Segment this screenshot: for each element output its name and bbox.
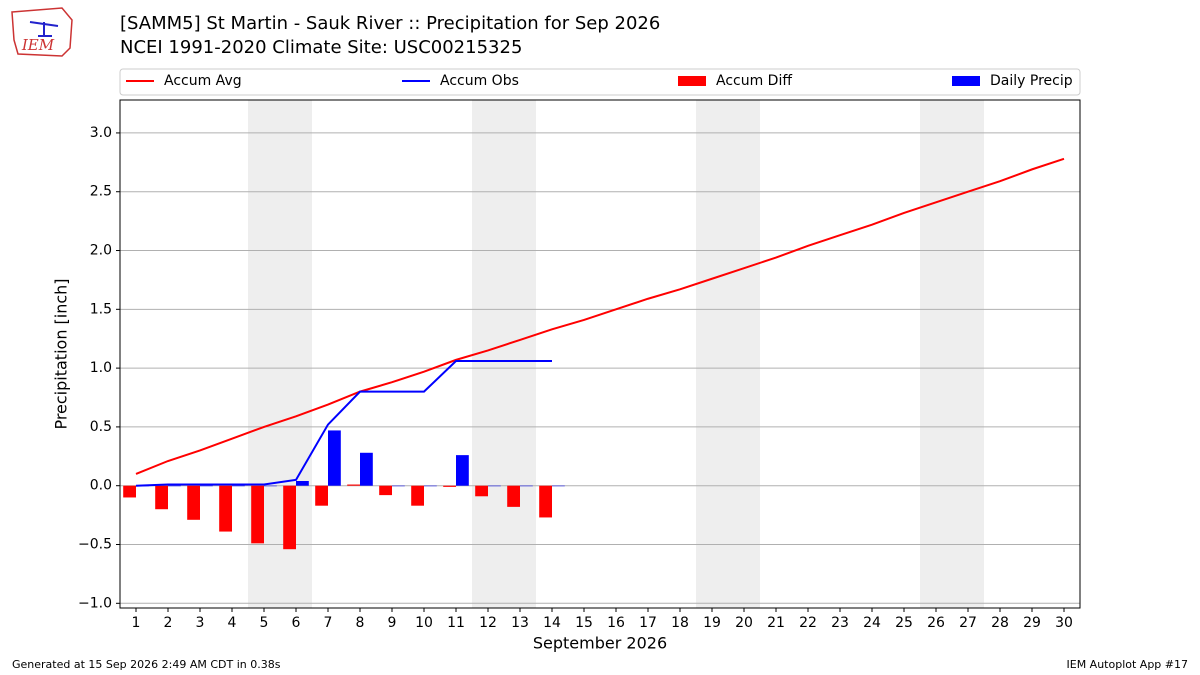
logo-text: IEM [21,36,55,54]
logo-icon [29,21,59,37]
bar [200,485,213,487]
bar [539,485,552,518]
bar [264,485,277,487]
bar [488,485,501,487]
bar [315,485,328,506]
x-tick-label: 1 [132,615,141,631]
x-tick-label: 17 [639,615,657,631]
bar [520,485,533,487]
x-tick-label: 5 [260,615,269,631]
x-tick-label: 14 [543,615,561,631]
bar [251,485,264,544]
y-tick-label: 1.0 [90,360,112,376]
bar [552,485,565,487]
x-tick-label: 2 [164,615,173,631]
bar [475,485,488,497]
legend-label: Accum Diff [716,73,792,89]
legend-swatch [678,76,706,86]
y-tick-label: 3.0 [90,125,112,141]
bar [379,485,392,496]
x-tick-label: 21 [767,615,785,631]
x-axis-label: September 2026 [533,634,667,653]
legend-label: Accum Avg [164,73,242,89]
x-tick-label: 23 [831,615,849,631]
x-tick-label: 20 [735,615,753,631]
legend-box [119,68,1081,96]
x-tick-label: 7 [324,615,333,631]
plot-frame [119,99,1081,609]
y-tick-label: 2.5 [90,184,112,200]
x-tick-label: 18 [671,615,689,631]
bar [507,485,520,507]
x-tick-label: 12 [479,615,497,631]
x-tick-label: 9 [388,615,397,631]
weekend-shading [472,100,536,608]
x-tick-label: 11 [447,615,465,631]
logo-outline [11,7,73,57]
x-tick-label: 26 [927,615,945,631]
chart-title: [SAMM5] St Martin - Sauk River :: Precip… [120,13,660,34]
x-tick-label: 24 [863,615,881,631]
x-tick-label: 13 [511,615,529,631]
x-tick-label: 3 [196,615,205,631]
x-tick-label: 4 [228,615,237,631]
y-tick-label: 0.5 [90,419,112,435]
chart-subtitle: NCEI 1991-2020 Climate Site: USC00215325 [120,37,522,58]
footer-right: IEM Autoplot App #17 [1067,658,1189,671]
bar [360,452,373,486]
weekend-shading [696,100,760,608]
line [135,157,1065,475]
bar [424,485,437,487]
x-tick-label: 29 [1023,615,1041,631]
x-tick-label: 10 [415,615,433,631]
bar [187,485,200,520]
x-tick-label: 30 [1055,615,1073,631]
bar [411,485,424,506]
line [135,360,552,487]
x-tick-label: 16 [607,615,625,631]
x-tick-label: 8 [356,615,365,631]
x-tick-label: 22 [799,615,817,631]
legend-swatch [952,76,980,86]
footer-left: Generated at 15 Sep 2026 2:49 AM CDT in … [12,658,281,671]
y-tick-label: 1.5 [90,301,112,317]
bar [328,430,341,486]
bar [392,485,405,487]
bar [456,455,469,486]
legend-label: Daily Precip [990,73,1073,89]
legend-label: Accum Obs [440,73,519,89]
y-tick-label: −1.0 [78,595,112,611]
bar [232,485,245,487]
x-tick-label: 28 [991,615,1009,631]
bar [155,485,168,510]
weekend-shading [920,100,984,608]
bar [123,485,136,498]
bar [347,484,360,486]
x-tick-label: 25 [895,615,913,631]
y-tick-label: −0.5 [78,537,112,553]
logo: IEM [11,7,73,57]
bar [443,485,456,487]
bar [296,481,309,486]
y-tick-label: 2.0 [90,243,112,259]
x-tick-label: 6 [292,615,301,631]
bar [283,485,296,550]
x-tick-label: 19 [703,615,721,631]
y-tick-label: 0.0 [90,478,112,494]
y-axis-label: Precipitation [inch] [52,278,71,429]
bar [168,485,181,487]
x-tick-label: 27 [959,615,977,631]
bar [219,485,232,532]
x-tick-label: 15 [575,615,593,631]
